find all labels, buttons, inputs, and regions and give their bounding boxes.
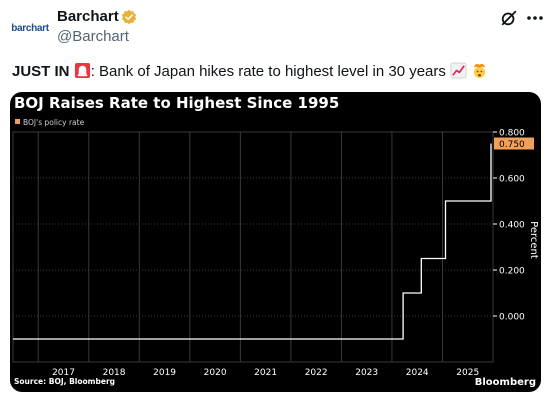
y-axis-label: Percent: [528, 221, 539, 259]
more-options-icon[interactable]: [526, 15, 544, 21]
siren-light-icon: [74, 62, 90, 79]
y-tick-label: 0.200: [499, 267, 525, 277]
tweet-lead: JUST IN: [12, 63, 70, 80]
plot-frame: [12, 131, 494, 363]
policy-rate-line: [13, 143, 492, 340]
author-name[interactable]: Barchart: [57, 8, 119, 25]
x-tick-label: 2022: [305, 368, 328, 378]
x-tick-label: 2024: [406, 368, 429, 378]
y-tick-label: 0.400: [499, 221, 525, 231]
verified-badge-icon: [121, 9, 137, 25]
author-handle[interactable]: @Barchart: [57, 28, 129, 45]
tweet-body: : Bank of Japan hikes rate to highest le…: [90, 63, 446, 80]
avatar-logo-text: barchart: [11, 22, 49, 34]
x-tick-label: 2018: [103, 368, 126, 378]
x-tick-label: 2019: [153, 368, 176, 378]
avatar[interactable]: barchart: [10, 8, 50, 48]
chart-title: BOJ Raises Rate to Highest Since 1995: [14, 94, 339, 112]
x-tick-label: 2025: [456, 368, 479, 378]
chart-source: Source: BOJ, Bloomberg: [14, 377, 115, 386]
chart-image[interactable]: BOJ Raises Rate to Highest Since 1995 BO…: [10, 92, 541, 392]
y-tick-label: 0.000: [499, 313, 525, 323]
x-tick-label: 2017: [52, 368, 75, 378]
bloomberg-brand: Bloomberg: [475, 377, 536, 388]
boj-rate-chart: BOJ Raises Rate to Highest Since 1995 BO…: [12, 94, 539, 388]
legend-swatch: [15, 119, 20, 124]
legend-label: BOJ's policy rate: [23, 118, 85, 127]
chart-increasing-icon: [450, 62, 467, 79]
x-tick-label: 2020: [204, 368, 227, 378]
y-tick-label: 0.600: [499, 175, 525, 185]
x-tick-label: 2023: [355, 368, 378, 378]
last-value-label: 0.750: [499, 140, 525, 150]
last-value-badge: [494, 137, 534, 150]
grok-icon[interactable]: [500, 9, 518, 27]
y-tick-label: 0.800: [499, 129, 525, 139]
exploding-head-icon: [474, 63, 486, 79]
x-tick-label: 2021: [254, 368, 277, 378]
tweet-text: JUST IN : Bank of Japan hikes rate to hi…: [12, 62, 488, 80]
